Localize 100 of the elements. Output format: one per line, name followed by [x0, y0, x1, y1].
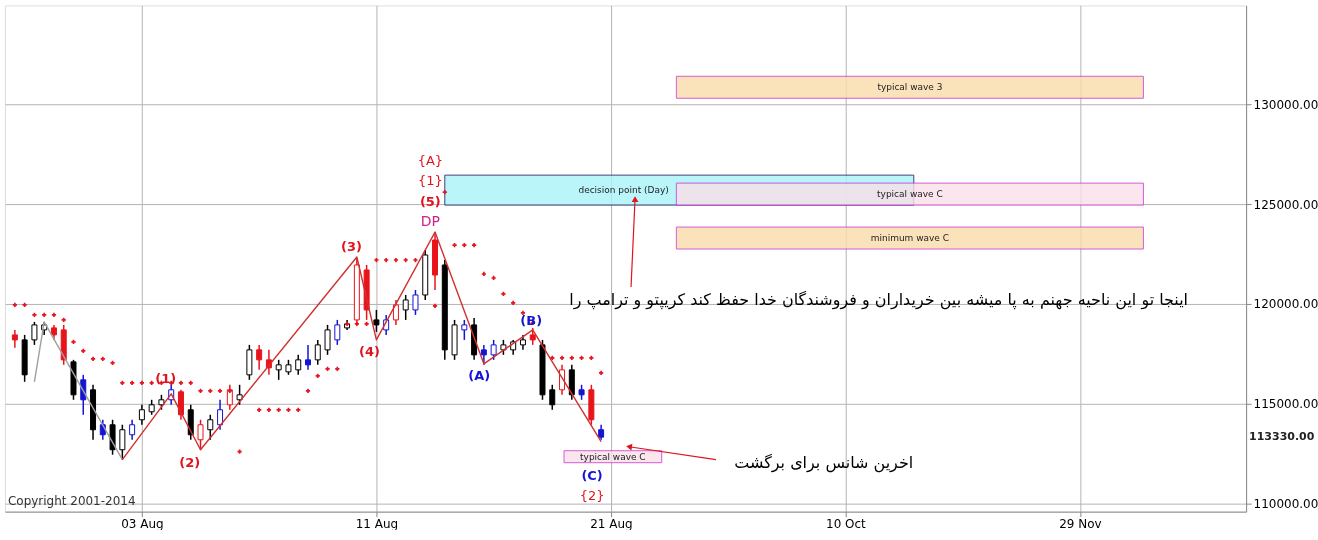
candlestick — [197, 419, 204, 451]
point — [384, 257, 389, 263]
point — [550, 355, 555, 360]
candlestick — [392, 299, 399, 326]
candlestick — [412, 289, 419, 316]
candlestick — [324, 324, 331, 356]
annotation: {A} — [417, 153, 444, 169]
point — [432, 303, 438, 309]
annotation: (4) — [358, 343, 380, 359]
point — [481, 271, 486, 277]
point — [51, 312, 57, 318]
point — [149, 380, 154, 385]
y-tick-label: 125000.00 — [1253, 197, 1318, 212]
point — [100, 356, 105, 361]
point — [32, 312, 37, 318]
point — [217, 388, 223, 393]
y-tick-label: 120000.00 — [1253, 297, 1318, 312]
point — [276, 407, 281, 412]
point — [296, 407, 301, 412]
band-label: typical wave C — [877, 189, 943, 200]
point — [364, 321, 369, 327]
candlestick — [373, 309, 380, 333]
point — [130, 380, 135, 385]
point — [393, 257, 399, 263]
annotation: (1) — [155, 370, 177, 386]
point — [198, 388, 203, 393]
band-label: typical wave C — [580, 451, 646, 462]
point — [442, 189, 447, 195]
candlestick — [129, 419, 136, 441]
point — [462, 242, 467, 248]
x-tick-label: 29 Nov — [1059, 517, 1102, 532]
point — [237, 449, 242, 454]
point — [42, 312, 47, 318]
y-tick-label: 130000.00 — [1253, 97, 1318, 112]
candlestick — [305, 344, 311, 371]
x-tick-label: 21 Aug — [590, 517, 633, 532]
candlestick — [138, 404, 145, 426]
annotation: (C) — [581, 467, 603, 483]
point — [257, 407, 262, 412]
y-tick-label: 115000.00 — [1253, 397, 1318, 412]
x-tick-label: 10 Oct — [826, 517, 867, 532]
candlestick — [177, 389, 184, 421]
point — [569, 355, 574, 360]
point — [120, 380, 125, 385]
point — [266, 407, 272, 412]
point — [81, 348, 86, 353]
y-tick-label: 110000.00 — [1253, 497, 1318, 512]
candlestick — [480, 344, 487, 366]
point — [22, 302, 27, 308]
point — [90, 356, 96, 361]
candlestick — [402, 294, 409, 321]
point — [403, 257, 408, 263]
point — [589, 355, 594, 360]
candlestick — [236, 384, 243, 406]
annotation: (B) — [520, 312, 543, 328]
point — [491, 275, 496, 281]
point — [188, 380, 193, 385]
candlestick — [275, 359, 282, 381]
candlestick — [207, 414, 214, 441]
point — [315, 373, 320, 378]
candlestick — [217, 399, 224, 431]
band-label: decision point (Day) — [578, 185, 669, 196]
point — [12, 302, 17, 308]
point — [501, 291, 506, 297]
annotation: (2) — [179, 454, 201, 470]
annotation: DP — [420, 213, 440, 230]
point — [413, 257, 418, 263]
point — [471, 242, 477, 248]
annotation: {1} — [417, 173, 443, 189]
band-label: minimum wave C — [870, 233, 949, 244]
candlestick — [461, 319, 468, 341]
candlestick — [119, 424, 126, 461]
annotation: اینجا تو این ناحیه جهنم به پا میشه بین خریداران و فروشندگان خدا حفظ کند کریپتو و ترامپ را — [569, 289, 1189, 310]
annotation: (5) — [419, 194, 441, 210]
candlestick — [31, 321, 38, 346]
point — [286, 407, 291, 412]
candlestick — [256, 344, 263, 371]
point — [579, 355, 584, 360]
annotation: (A) — [468, 367, 491, 383]
candlestick — [314, 339, 321, 366]
point — [178, 380, 184, 385]
point — [71, 339, 76, 344]
band-label: typical wave 3 — [877, 82, 943, 93]
point — [110, 360, 115, 365]
annotation: اخرین شانس برای برگشت — [734, 452, 914, 473]
candlestick — [490, 339, 497, 361]
point — [227, 388, 232, 393]
point — [305, 388, 311, 393]
point — [559, 355, 565, 360]
point — [61, 317, 66, 323]
point — [208, 388, 213, 393]
x-tick-label: 03 Aug — [121, 517, 164, 532]
point — [139, 380, 145, 385]
text: 113330.00 — [1249, 429, 1315, 443]
annotation: (3) — [341, 239, 362, 255]
point — [335, 366, 340, 371]
annotation: {2} — [579, 487, 605, 503]
candlestick — [334, 319, 341, 346]
point — [325, 366, 330, 371]
x-tick-label: 11 Aug — [355, 517, 399, 532]
